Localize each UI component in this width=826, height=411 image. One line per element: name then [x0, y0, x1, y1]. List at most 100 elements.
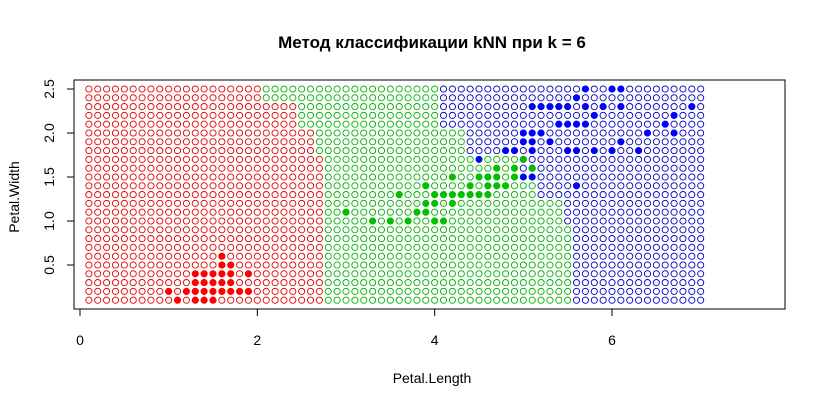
grid-point-setosa: [289, 208, 297, 216]
grid-point-virginica: [546, 94, 554, 102]
grid-point-versicolor: [315, 138, 323, 146]
grid-point-versicolor: [519, 226, 527, 234]
grid-point-versicolor: [395, 138, 403, 146]
grid-point-virginica: [652, 217, 660, 225]
grid-point-setosa: [200, 138, 208, 146]
grid-point-versicolor: [519, 191, 527, 199]
grid-point-setosa: [244, 296, 253, 304]
grid-point-setosa: [236, 199, 244, 207]
grid-point-setosa: [271, 270, 279, 278]
grid-point-setosa: [218, 94, 226, 102]
grid-point-versicolor: [315, 120, 323, 128]
grid-point-setosa: [244, 164, 253, 172]
grid-point-virginica: [688, 208, 696, 216]
grid-point-setosa: [94, 243, 102, 251]
grid-point-setosa: [173, 287, 182, 295]
grid-point-virginica: [670, 191, 678, 199]
grid-point-virginica: [510, 94, 519, 102]
grid-point-setosa: [129, 235, 137, 243]
grid-point-setosa: [306, 208, 315, 216]
grid-point-versicolor: [395, 243, 403, 251]
grid-point-virginica: [679, 226, 687, 234]
grid-point-versicolor: [413, 270, 421, 278]
point-virginica: [590, 111, 598, 119]
grid-point-versicolor: [377, 261, 386, 269]
x-tick-label: 2: [253, 332, 261, 348]
grid-point-versicolor: [395, 270, 403, 278]
grid-point-versicolor: [475, 279, 483, 287]
grid-point-setosa: [253, 296, 261, 304]
grid-point-setosa: [271, 182, 279, 190]
grid-point-versicolor: [351, 235, 359, 243]
grid-point-setosa: [271, 296, 279, 304]
grid-point-setosa: [111, 120, 120, 128]
grid-point-versicolor: [519, 199, 527, 207]
grid-point-setosa: [147, 164, 155, 172]
grid-point-versicolor: [457, 138, 465, 146]
grid-point-virginica: [643, 85, 652, 93]
grid-point-versicolor: [528, 296, 536, 304]
grid-point-virginica: [599, 226, 607, 234]
grid-point-setosa: [173, 138, 182, 146]
grid-point-setosa: [147, 226, 155, 234]
grid-point-virginica: [617, 199, 625, 207]
grid-point-setosa: [227, 85, 235, 93]
point-setosa: [191, 296, 199, 304]
grid-point-setosa: [209, 120, 217, 128]
grid-point-setosa: [156, 226, 164, 234]
grid-point-setosa: [306, 191, 315, 199]
grid-point-virginica: [697, 120, 705, 128]
grid-point-setosa: [94, 217, 102, 225]
grid-point-setosa: [85, 191, 93, 199]
grid-point-setosa: [306, 217, 315, 225]
point-virginica: [502, 147, 510, 155]
grid-point-setosa: [315, 173, 323, 181]
grid-point-setosa: [173, 164, 182, 172]
grid-point-versicolor: [475, 208, 483, 216]
grid-point-virginica: [608, 191, 616, 199]
grid-point-setosa: [85, 287, 93, 295]
grid-point-versicolor: [324, 270, 332, 278]
point-virginica: [564, 103, 572, 111]
grid-point-setosa: [315, 217, 323, 225]
grid-point-setosa: [111, 252, 120, 260]
grid-point-virginica: [572, 129, 581, 137]
grid-point-virginica: [661, 199, 669, 207]
grid-point-virginica: [564, 182, 572, 190]
grid-point-setosa: [173, 217, 182, 225]
grid-point-versicolor: [324, 243, 332, 251]
grid-point-setosa: [306, 235, 315, 243]
grid-point-virginica: [617, 261, 625, 269]
grid-point-versicolor: [422, 85, 430, 93]
grid-point-virginica: [457, 103, 465, 111]
grid-point-versicolor: [324, 120, 332, 128]
grid-point-setosa: [103, 208, 111, 216]
grid-point-setosa: [298, 235, 306, 243]
grid-point-setosa: [271, 208, 279, 216]
grid-point-virginica: [661, 261, 669, 269]
grid-point-setosa: [182, 226, 190, 234]
grid-point-virginica: [564, 208, 572, 216]
grid-point-setosa: [165, 270, 173, 278]
grid-point-setosa: [262, 182, 270, 190]
grid-point-virginica: [572, 226, 581, 234]
grid-point-versicolor: [360, 235, 368, 243]
grid-point-versicolor: [360, 287, 368, 295]
grid-point-setosa: [165, 296, 173, 304]
grid-point-setosa: [280, 173, 288, 181]
grid-point-virginica: [679, 138, 687, 146]
grid-point-setosa: [103, 252, 111, 260]
grid-point-setosa: [156, 103, 164, 111]
grid-point-setosa: [236, 243, 244, 251]
grid-point-virginica: [564, 138, 572, 146]
grid-point-setosa: [85, 252, 93, 260]
grid-point-setosa: [165, 120, 173, 128]
grid-point-virginica: [572, 199, 581, 207]
grid-point-versicolor: [342, 243, 350, 251]
grid-point-virginica: [661, 191, 669, 199]
grid-point-setosa: [94, 235, 102, 243]
grid-point-virginica: [599, 199, 607, 207]
grid-point-virginica: [635, 155, 643, 163]
grid-point-virginica: [475, 111, 483, 119]
grid-point-versicolor: [484, 252, 492, 260]
